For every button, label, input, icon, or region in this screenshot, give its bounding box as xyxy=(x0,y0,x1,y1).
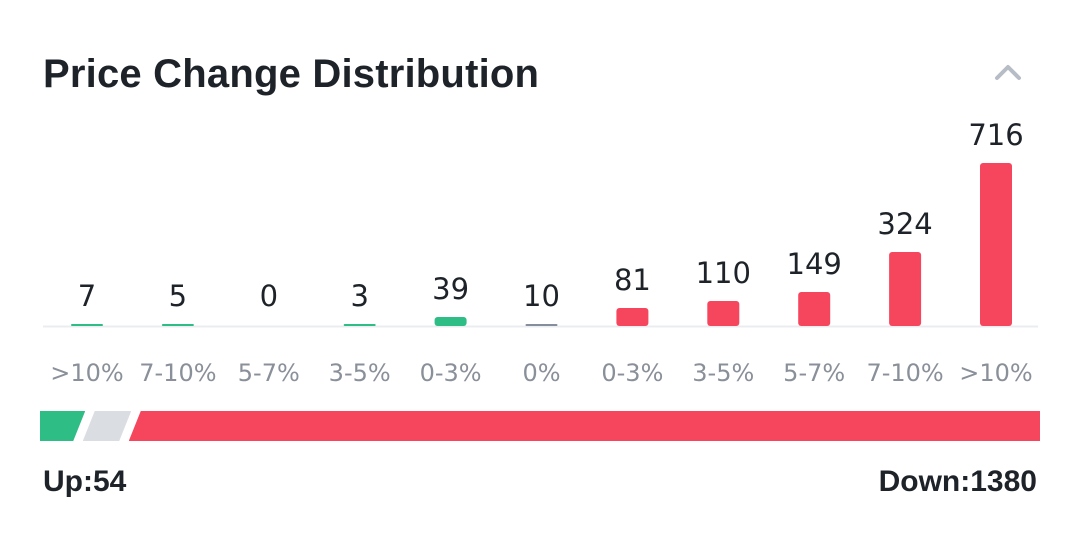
up-segment xyxy=(40,411,85,441)
bar-flat-5 xyxy=(525,324,558,326)
down-segment xyxy=(129,411,1040,441)
bar-value-label: 716 xyxy=(968,118,1024,152)
distribution-bars xyxy=(43,163,1038,328)
category-label: 7-10% xyxy=(866,359,944,387)
bar-value-label: 81 xyxy=(613,263,651,297)
category-label: 0% xyxy=(522,359,561,387)
bar-value-label: 7 xyxy=(77,279,97,313)
bar-value-label: 39 xyxy=(432,272,470,306)
category-label: >10% xyxy=(50,359,124,387)
category-label: >10% xyxy=(959,359,1033,387)
category-label: 0-3% xyxy=(601,359,664,387)
chevron-up-icon xyxy=(995,65,1021,80)
flat-segment xyxy=(83,411,131,441)
category-label: 5-7% xyxy=(237,359,300,387)
distribution-chart: 7 >10% 5 7-10% 0 5-7% 3 3-5% 39 0-3% 10 0% 81 0-3% 110… xyxy=(43,118,1038,387)
bar-down-9 xyxy=(889,252,922,326)
up-count: Up:54 xyxy=(43,465,127,498)
page-title: Price Change Distribution xyxy=(43,52,540,96)
up-down-ratio-bar xyxy=(40,411,1040,441)
bar-value-label: 3 xyxy=(350,279,369,313)
bar-up-3 xyxy=(343,324,376,326)
bar-value-label: 10 xyxy=(523,279,560,313)
bar-value-label: 5 xyxy=(168,279,188,313)
category-label: 0-3% xyxy=(419,359,482,387)
bar-up-1 xyxy=(161,324,194,326)
bar-down-6 xyxy=(616,308,649,326)
collapse-button[interactable] xyxy=(990,56,1026,92)
bar-up-4 xyxy=(434,317,467,326)
category-label: 5-7% xyxy=(783,359,846,387)
bar-down-8 xyxy=(798,292,831,326)
bar-value-label: 0 xyxy=(259,279,279,313)
category-label: 3-5% xyxy=(692,359,755,387)
bar-down-7 xyxy=(707,301,740,326)
category-label: 3-5% xyxy=(328,359,391,387)
bar-down-10 xyxy=(980,163,1012,326)
bar-up-0 xyxy=(71,324,103,326)
bar-value-label: 110 xyxy=(695,256,751,290)
down-count: Down:1380 xyxy=(878,465,1037,498)
bar-value-label: 149 xyxy=(786,247,842,281)
category-label: 7-10% xyxy=(139,359,217,387)
bar-value-label: 324 xyxy=(877,207,933,241)
